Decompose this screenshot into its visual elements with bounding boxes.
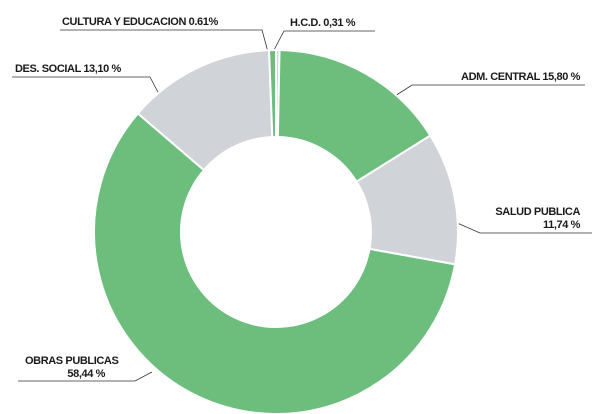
slice-label: CULTURA Y EDUCACION 0.61%: [62, 16, 218, 28]
donut-slice: [93, 112, 457, 414]
value-label: 0,31 %: [323, 17, 355, 29]
leader-line: [60, 29, 269, 53]
leader-line: [273, 30, 375, 51]
category-label: SALUD PUBLICA: [495, 206, 580, 218]
value-label: 11,74 %: [543, 219, 581, 231]
leader-line: [12, 76, 161, 97]
category-label: ADM. CENTRAL: [461, 71, 541, 83]
slice-label: ADM. CENTRAL 15,80 %: [461, 71, 581, 83]
value-label: 15,80 %: [542, 71, 580, 83]
donut-slice: [276, 49, 432, 184]
leader-line: [18, 371, 153, 382]
donut-slice: [267, 48, 277, 139]
slice-label: DES. SOCIAL 13,10 %: [15, 63, 122, 75]
category-label: H.C.D.: [290, 17, 321, 29]
value-label: 58,44 %: [67, 368, 105, 380]
leader-line: [454, 221, 592, 234]
leader-line: [394, 84, 585, 97]
category-label: CULTURA Y EDUCACION: [62, 16, 186, 28]
category-label: DES. SOCIAL: [15, 63, 82, 75]
category-label: OBRAS PUBLICAS: [25, 355, 118, 367]
leader-lines: [12, 29, 592, 382]
value-label: 0.61%: [189, 16, 219, 28]
value-label: 13,10 %: [83, 63, 121, 75]
slice-label: H.C.D. 0,31 %: [290, 17, 356, 29]
